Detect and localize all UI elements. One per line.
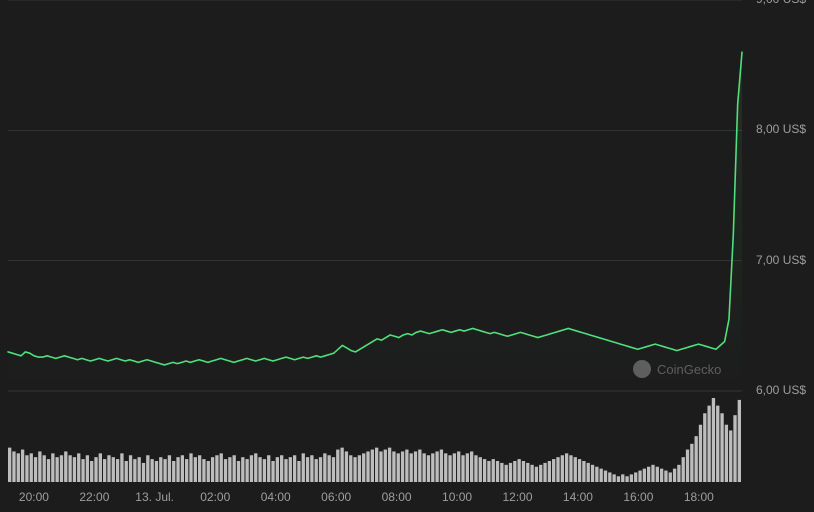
- watermark-text: CoinGecko: [657, 362, 721, 377]
- x-tick-label: 10:00: [442, 490, 472, 504]
- watermark: CoinGecko: [633, 360, 721, 378]
- x-tick-label: 22:00: [79, 490, 109, 504]
- x-tick-label: 14:00: [563, 490, 593, 504]
- y-tick-label: 6,00 US$: [756, 383, 806, 397]
- chart-svg: [0, 0, 814, 512]
- x-tick-label: 20:00: [19, 490, 49, 504]
- watermark-icon: [633, 360, 651, 378]
- x-tick-label: 12:00: [502, 490, 532, 504]
- x-tick-label: 13. Jul.: [135, 490, 174, 504]
- y-tick-label: 8,00 US$: [756, 122, 806, 136]
- x-tick-label: 02:00: [200, 490, 230, 504]
- price-chart: 6,00 US$ 7,00 US$ 8,00 US$ 9,00 US$ 20:00 22…: [0, 0, 814, 512]
- y-tick-label: 7,00 US$: [756, 253, 806, 267]
- x-tick-label: 04:00: [261, 490, 291, 504]
- x-tick-label: 08:00: [382, 490, 412, 504]
- y-tick-label: 9,00 US$: [756, 0, 806, 6]
- x-tick-label: 16:00: [623, 490, 653, 504]
- x-tick-label: 18:00: [684, 490, 714, 504]
- x-tick-label: 06:00: [321, 490, 351, 504]
